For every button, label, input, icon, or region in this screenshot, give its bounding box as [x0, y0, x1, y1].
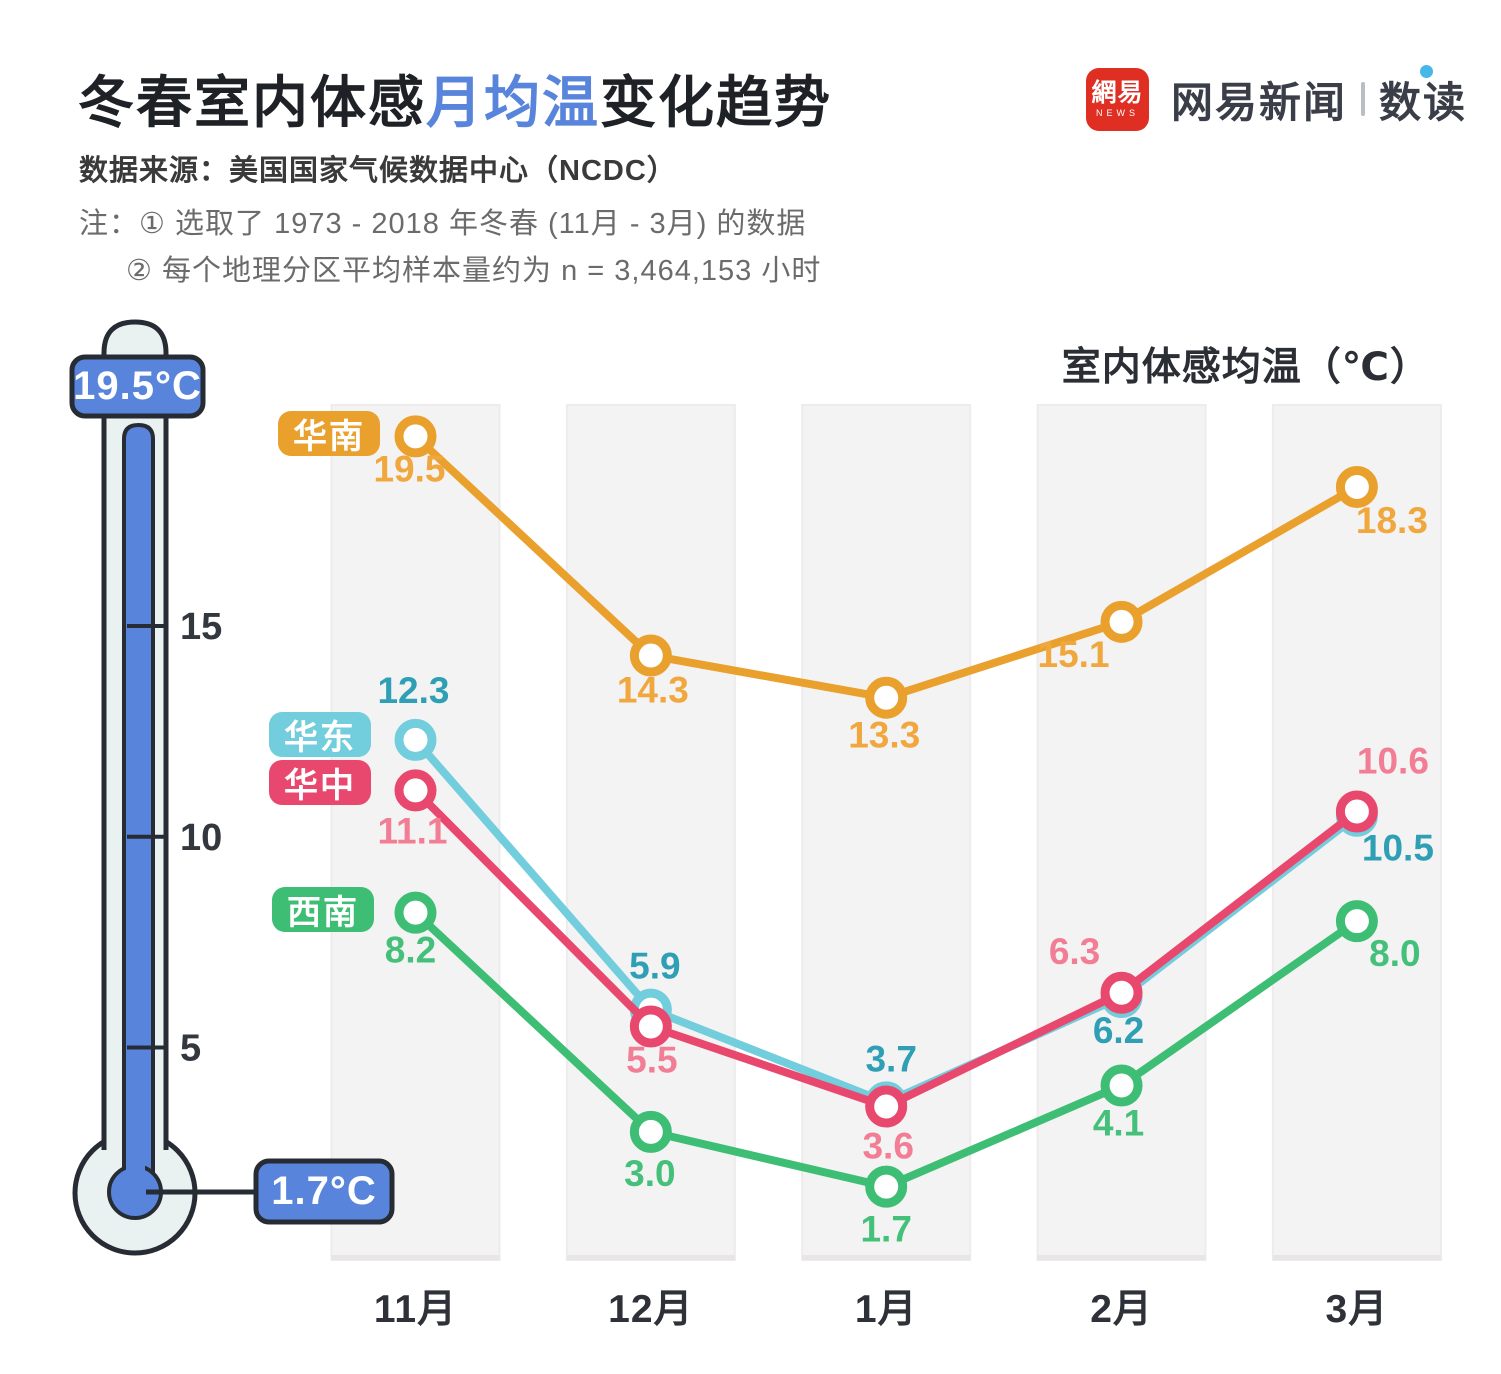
- page-title: 冬春室内体感月均温变化趋势: [78, 58, 832, 139]
- data-point: [1335, 900, 1378, 943]
- month-band: [1036, 404, 1207, 1261]
- legend-badge-1: 华南: [278, 411, 380, 456]
- logo-divider: [1361, 82, 1366, 116]
- data-point: [1100, 600, 1143, 643]
- value-label: 18.3: [1356, 500, 1428, 541]
- data-point: [1100, 1064, 1143, 1107]
- data-point: [629, 1110, 672, 1153]
- netease-logo-icon: 網易 NEWS: [1086, 67, 1149, 131]
- max-temp-badge: [69, 354, 206, 419]
- fluid-join: [126, 1164, 145, 1186]
- logo-mark-text: 網易: [1091, 79, 1144, 107]
- value-label: 3.7: [865, 1038, 916, 1079]
- min-temp-badge: [253, 1158, 395, 1225]
- thermometer-tick-label: 10: [180, 817, 222, 859]
- brand-logo: 網易 NEWS 网易新闻 数读: [1086, 64, 1468, 131]
- data-point: [394, 718, 437, 761]
- value-label: 11.1: [378, 810, 448, 851]
- note-1: 注：① 选取了 1973 - 2018 年冬春 (11月 - 3月) 的数据: [79, 208, 807, 240]
- value-label: 14.3: [617, 670, 689, 711]
- title-post: 变化趋势: [600, 71, 832, 134]
- logo-brand-text: 网易新闻: [1171, 78, 1348, 126]
- value-label: 3.6: [862, 1126, 913, 1167]
- month-band-shadow: [331, 1255, 500, 1260]
- x-axis-label: 11月: [374, 1288, 457, 1331]
- month-band-shadow: [566, 1255, 735, 1260]
- thermometer-ticks: 15 10 5: [127, 606, 222, 1070]
- data-point: [865, 1085, 908, 1128]
- data-point: [865, 676, 908, 719]
- max-temp-label: 19.5°C: [73, 364, 202, 408]
- value-label: 10.5: [1362, 828, 1434, 869]
- value-label: 10.6: [1357, 741, 1429, 782]
- value-label: 15.1: [1038, 634, 1110, 675]
- data-point: [629, 1005, 672, 1048]
- value-label: 5.9: [629, 946, 680, 987]
- logo-sub-brand-text: 数读: [1379, 78, 1468, 126]
- thermometer-tick-label: 15: [180, 606, 222, 648]
- value-label: 12.3: [377, 670, 449, 711]
- x-axis-label: 3月: [1326, 1288, 1389, 1331]
- data-point: [394, 415, 437, 458]
- legend-badge-2: 华东: [269, 712, 371, 757]
- data-point: [865, 1165, 908, 1208]
- logo-mark-sub: NEWS: [1096, 108, 1139, 118]
- value-label: 4.1: [1093, 1102, 1144, 1143]
- month-bands: [330, 404, 1442, 1261]
- data-point: [1335, 465, 1378, 508]
- value-label: 6.3: [1049, 931, 1100, 972]
- value-label: 13.3: [848, 715, 920, 756]
- data-source: 数据来源：美国国家气候数据中心（NCDC）: [79, 155, 677, 187]
- data-point: [394, 769, 437, 812]
- y-axis-title: 室内体感均温（℃）: [1061, 346, 1430, 389]
- value-label: 3.0: [624, 1153, 675, 1194]
- value-label: 8.2: [385, 930, 436, 971]
- value-label: 6.2: [1093, 1010, 1144, 1051]
- x-axis-label: 2月: [1090, 1288, 1153, 1331]
- x-axis-label: 1月: [855, 1288, 918, 1331]
- legend-badge-3: 华中: [269, 760, 371, 805]
- logo-sub-brand: 数读: [1379, 64, 1468, 130]
- data-point: [1100, 971, 1143, 1014]
- note-2: ② 每个地理分区平均样本量约为 n = 3,464,153 小时: [126, 255, 822, 287]
- month-band-shadow: [1037, 1255, 1206, 1260]
- x-axis-label: 12月: [608, 1288, 693, 1331]
- month-band-shadow: [802, 1255, 971, 1260]
- series-lines: 19.5 14.3 13.3 15.1 18.3 12.3 5.9 3.7 6.2 10.5 11.…: [373, 415, 1434, 1250]
- title-highlight: 月均温: [426, 71, 600, 134]
- thermometer-fluid-column: [122, 422, 155, 1180]
- legend-badge-4: 西南: [272, 887, 374, 932]
- value-label: 19.5: [373, 448, 445, 489]
- data-point: [629, 634, 672, 677]
- value-label: 5.5: [626, 1039, 677, 1080]
- thermometer-illustration: 15 10 5 19.5°C 1.7°C: [69, 319, 395, 1256]
- value-label: 1.7: [860, 1209, 911, 1250]
- month-band-shadow: [1272, 1255, 1441, 1260]
- title-pre: 冬春室内体感: [78, 71, 426, 134]
- x-axis-labels: 11月 12月 1月 2月 3月: [374, 1288, 1389, 1331]
- min-temp-label: 1.7°C: [271, 1169, 377, 1213]
- data-point: [394, 891, 437, 934]
- blue-dot-icon: [1420, 64, 1434, 78]
- data-point: [1335, 790, 1378, 833]
- thermometer-tick-label: 5: [180, 1028, 201, 1070]
- value-label: 8.0: [1369, 933, 1420, 974]
